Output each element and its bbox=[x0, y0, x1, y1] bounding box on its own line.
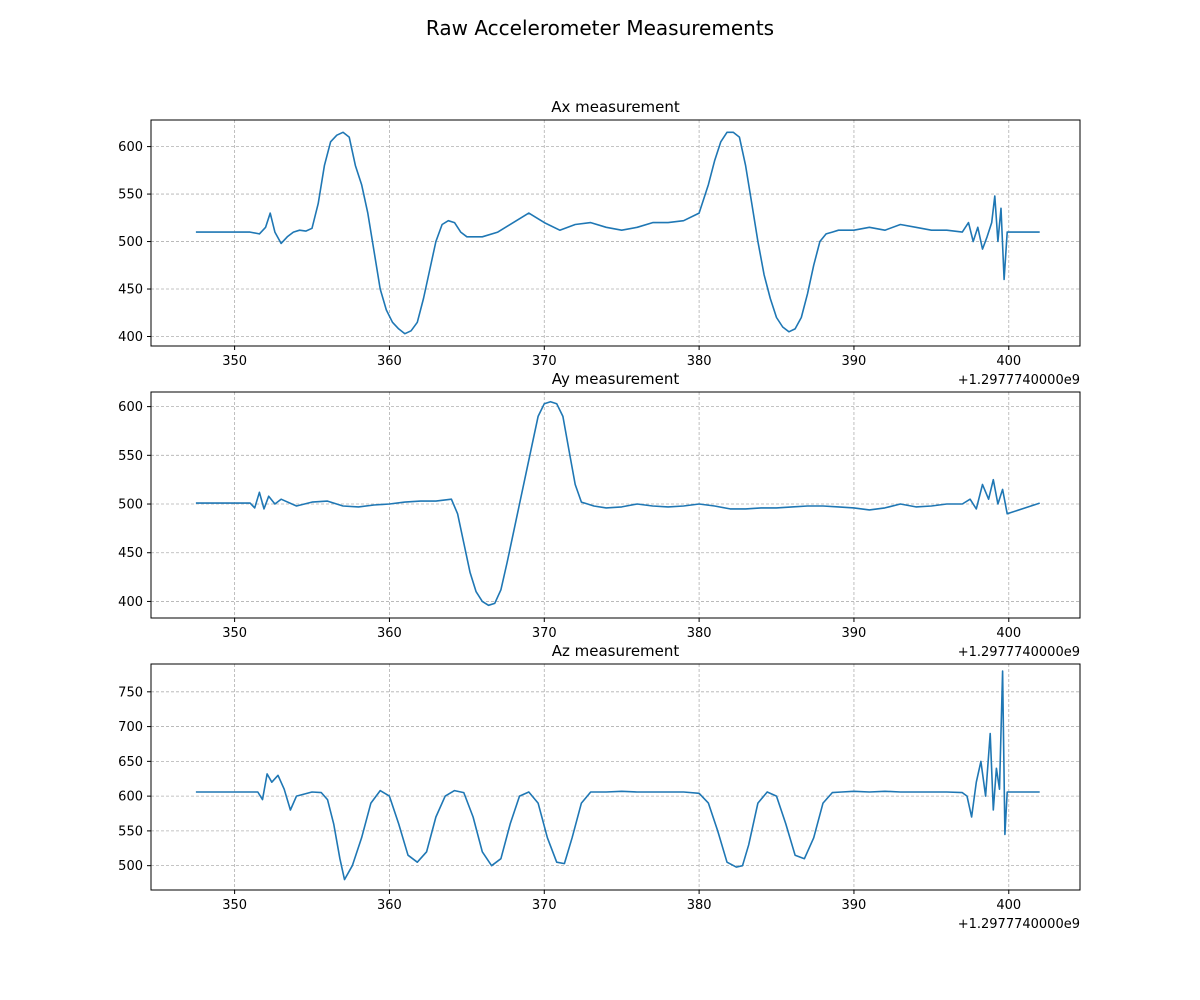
x-offset-label: +1.2977740000e9 bbox=[958, 373, 1080, 388]
y-tick-label: 450 bbox=[118, 283, 143, 298]
x-tick-label: 370 bbox=[532, 898, 557, 913]
x-tick-label: 360 bbox=[377, 626, 402, 641]
y-tick-label: 500 bbox=[118, 235, 143, 250]
y-tick-label: 550 bbox=[118, 449, 143, 464]
y-tick-label: 400 bbox=[118, 330, 143, 345]
x-tick-label: 350 bbox=[222, 626, 247, 641]
panel-3: 350 360 370 380 390 400 500 550 600 650 700 750 Az m… bbox=[118, 642, 1081, 932]
x-tick-label: 400 bbox=[996, 354, 1021, 369]
axes-frame bbox=[150, 119, 1081, 347]
y-tick-label: 500 bbox=[118, 859, 143, 874]
x-offset-label: +1.2977740000e9 bbox=[958, 917, 1080, 932]
x-tick-label: 390 bbox=[842, 898, 867, 913]
axes-frame bbox=[150, 391, 1081, 619]
y-tick-label: 600 bbox=[118, 140, 143, 155]
panel-title: Az measurement bbox=[552, 642, 680, 660]
y-tick-label: 600 bbox=[118, 400, 143, 415]
x-tick-label: 380 bbox=[687, 354, 712, 369]
y-tick-label: 750 bbox=[118, 685, 143, 700]
x-offset-label: +1.2977740000e9 bbox=[958, 645, 1080, 660]
panel-title: Ax measurement bbox=[551, 98, 680, 116]
series-line-1 bbox=[195, 400, 1040, 607]
x-tick-label: 400 bbox=[996, 626, 1021, 641]
x-tick-label: 360 bbox=[377, 354, 402, 369]
x-tick-label: 350 bbox=[222, 354, 247, 369]
x-tick-label: 370 bbox=[532, 626, 557, 641]
y-tick-label: 700 bbox=[118, 720, 143, 735]
x-tick-label: 380 bbox=[687, 898, 712, 913]
panel-1: 350 360 370 380 390 400 400 450 500 550 600 Ax meas… bbox=[118, 98, 1081, 388]
y-tick-label: 450 bbox=[118, 546, 143, 561]
figure-title: Raw Accelerometer Measurements bbox=[425, 16, 775, 40]
x-tick-label: 350 bbox=[222, 898, 247, 913]
y-tick-label: 400 bbox=[118, 595, 143, 610]
x-tick-label: 370 bbox=[532, 354, 557, 369]
y-tick-label: 600 bbox=[118, 790, 143, 805]
y-tick-label: 550 bbox=[118, 188, 143, 203]
x-tick-label: 400 bbox=[996, 898, 1021, 913]
x-tick-label: 360 bbox=[377, 898, 402, 913]
x-tick-label: 390 bbox=[842, 354, 867, 369]
panel-title: Ay measurement bbox=[552, 370, 680, 388]
y-tick-label: 650 bbox=[118, 755, 143, 770]
x-tick-label: 390 bbox=[842, 626, 867, 641]
y-tick-label: 550 bbox=[118, 824, 143, 839]
panel-2: 350 360 370 380 390 400 400 450 500 550 600 Ay meas… bbox=[118, 370, 1081, 660]
series-line-1 bbox=[195, 670, 1040, 881]
y-tick-label: 500 bbox=[118, 498, 143, 513]
series-line-1 bbox=[195, 131, 1040, 335]
axes-frame bbox=[150, 663, 1081, 891]
x-tick-label: 380 bbox=[687, 626, 712, 641]
